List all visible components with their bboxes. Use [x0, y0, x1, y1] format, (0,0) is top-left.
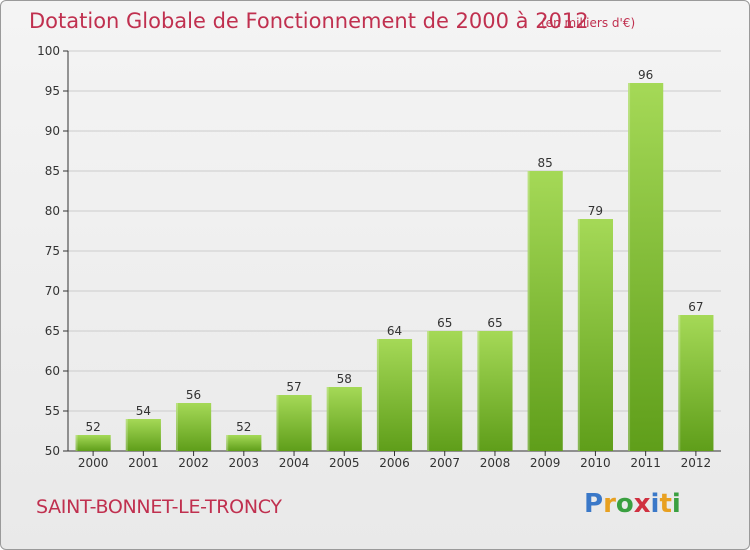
- y-tick-label-75: 75: [45, 244, 60, 258]
- bar-highlight-2010: [577, 219, 580, 451]
- bar-2004: [276, 395, 312, 451]
- value-label-2011: 96: [638, 68, 653, 82]
- bar-2009: [527, 171, 563, 451]
- bar-2012: [678, 315, 714, 451]
- x-tick-label-2001: 2001: [128, 456, 159, 470]
- bar-highlight-2004: [276, 395, 279, 451]
- value-label-2007: 65: [437, 316, 452, 330]
- bar-highlight-2002: [175, 403, 178, 451]
- logo-letter: i: [671, 489, 681, 519]
- x-tick-label-2003: 2003: [229, 456, 260, 470]
- bar-2010: [577, 219, 614, 451]
- y-tick-label-100: 100: [37, 44, 60, 58]
- bar-2011: [628, 83, 664, 451]
- bar-2003: [226, 435, 262, 451]
- x-tick-label-2008: 2008: [480, 456, 511, 470]
- value-label-2002: 56: [186, 388, 201, 402]
- y-tick-label-70: 70: [45, 284, 60, 298]
- bar-highlight-2001: [125, 419, 128, 451]
- logo-letter: t: [659, 489, 672, 519]
- bar-2007: [427, 331, 463, 451]
- bar-2002: [175, 403, 212, 451]
- logo-letter: r: [603, 489, 616, 519]
- logo-letter: P: [584, 489, 604, 519]
- x-tick-label-2002: 2002: [178, 456, 209, 470]
- x-tick-label-2000: 2000: [78, 456, 109, 470]
- bar-2005: [326, 387, 362, 451]
- bar-highlight-2008: [477, 331, 480, 451]
- bar-highlight-2000: [75, 435, 78, 451]
- bar-2008: [477, 331, 513, 451]
- chart-title: Dotation Globale de Fonctionnement de 20…: [29, 9, 589, 33]
- y-tick-label-95: 95: [45, 84, 60, 98]
- y-tick-label-50: 50: [45, 444, 60, 458]
- bar-highlight-2003: [226, 435, 229, 451]
- value-label-2004: 57: [286, 380, 301, 394]
- y-tick-label-80: 80: [45, 204, 60, 218]
- chart-subtitle: (en milliers d'€): [541, 16, 636, 30]
- y-tick-label-55: 55: [45, 404, 60, 418]
- value-label-2006: 64: [387, 324, 402, 338]
- bar-highlight-2005: [326, 387, 329, 451]
- y-tick-label-85: 85: [45, 164, 60, 178]
- value-label-2000: 52: [85, 420, 100, 434]
- y-tick-label-65: 65: [45, 324, 60, 338]
- value-label-2008: 65: [487, 316, 502, 330]
- x-tick-label-2011: 2011: [630, 456, 661, 470]
- y-tick-label-90: 90: [45, 124, 60, 138]
- y-tick-label-60: 60: [45, 364, 60, 378]
- value-label-2001: 54: [136, 404, 151, 418]
- x-tick-label-2012: 2012: [681, 456, 712, 470]
- value-label-2009: 85: [538, 156, 553, 170]
- value-label-2005: 58: [337, 372, 352, 386]
- bar-2001: [125, 419, 161, 451]
- bar-layer: [75, 83, 714, 451]
- proxiti-logo: Proxiti: [584, 489, 681, 519]
- value-label-2010: 79: [588, 204, 603, 218]
- bar-highlight-2011: [628, 83, 631, 451]
- bar-2006: [376, 339, 413, 451]
- bar-highlight-2007: [427, 331, 430, 451]
- x-tick-label-2010: 2010: [580, 456, 611, 470]
- x-tick-label-2005: 2005: [329, 456, 360, 470]
- x-tick-label-2009: 2009: [530, 456, 561, 470]
- logo-letter: i: [650, 489, 660, 519]
- x-tick-label-2004: 2004: [279, 456, 310, 470]
- x-tick-label-2007: 2007: [429, 456, 460, 470]
- value-label-2003: 52: [236, 420, 251, 434]
- x-tick-label-2006: 2006: [379, 456, 410, 470]
- bar-highlight-2006: [376, 339, 379, 451]
- label-layer: 52 54 56 52 57 58 64 65 65 85 79 96 67: [85, 68, 703, 434]
- logo-letter: x: [633, 489, 651, 519]
- value-label-2012: 67: [688, 300, 703, 314]
- bar-highlight-2012: [678, 315, 681, 451]
- logo-letter: o: [615, 489, 634, 519]
- bar-highlight-2009: [527, 171, 530, 451]
- commune-name: SAINT-BONNET-LE-TRONCY: [36, 496, 282, 518]
- bar-2000: [75, 435, 111, 451]
